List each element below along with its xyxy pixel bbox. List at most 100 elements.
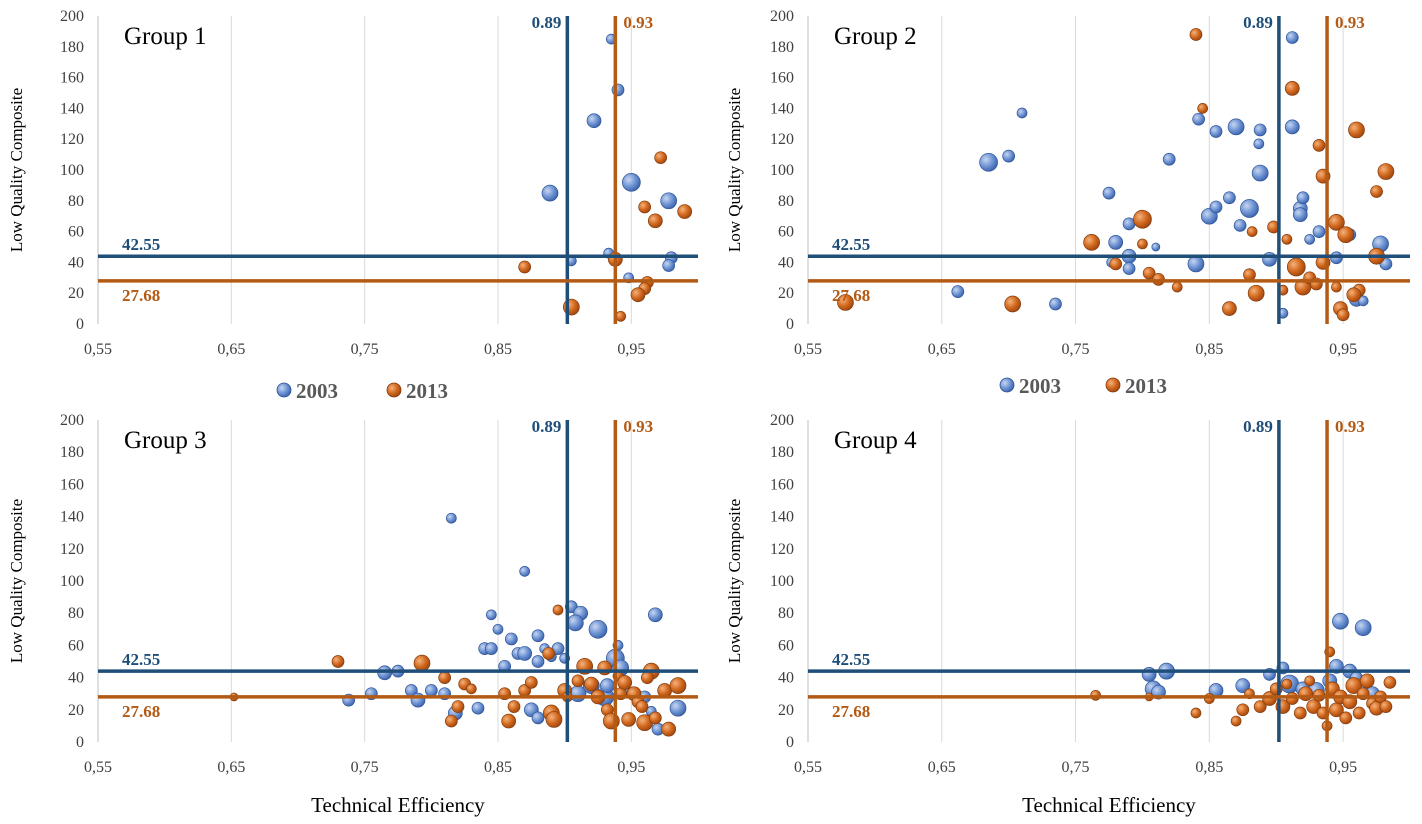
ref-label-lq-2013: 27.68 — [122, 286, 160, 305]
point-2013 — [1190, 707, 1202, 719]
point-2003 — [519, 565, 531, 577]
x-tick-label: 0,65 — [217, 341, 245, 358]
point-2013 — [1004, 295, 1022, 313]
ref-label-lq-2003: 42.55 — [122, 235, 160, 254]
y-tick-label: 120 — [770, 131, 794, 148]
y-tick-label: 0 — [786, 734, 794, 751]
y-tick-label: 200 — [60, 412, 84, 429]
point-2013 — [583, 676, 599, 692]
y-tick-label: 0 — [76, 734, 84, 751]
point-2003 — [1304, 233, 1316, 245]
point-2013 — [542, 647, 556, 660]
point-2013 — [1312, 139, 1326, 152]
x-tick-label: 0,85 — [484, 341, 512, 358]
point-2003 — [424, 684, 438, 697]
y-tick-label: 160 — [770, 476, 794, 493]
x-tick-label: 0,75 — [1062, 341, 1090, 358]
point-2013 — [1236, 703, 1250, 717]
y-tick-label: 60 — [778, 224, 794, 241]
y-tick-label: 20 — [778, 285, 794, 302]
point-2013 — [1247, 284, 1265, 302]
point-2003 — [1240, 199, 1259, 218]
y-tick-label: 160 — [770, 70, 794, 87]
point-2003 — [621, 172, 641, 192]
y-axis-label: Low Quality Composite — [7, 88, 26, 252]
point-2013 — [1243, 268, 1256, 282]
point-2003 — [445, 512, 457, 524]
x-tick-label: 0,55 — [84, 341, 112, 358]
x-tick-label: 0,75 — [351, 759, 379, 776]
point-2013 — [1230, 715, 1242, 727]
point-2013 — [413, 654, 431, 672]
point-2013 — [654, 151, 668, 165]
point-2003 — [504, 632, 518, 646]
y-tick-label: 100 — [770, 162, 794, 179]
x-tick-label: 0,85 — [484, 759, 512, 776]
point-2003 — [566, 614, 584, 632]
ref-label-lq-2003: 42.55 — [832, 235, 870, 254]
point-2003 — [1002, 149, 1016, 163]
y-tick-label: 100 — [60, 162, 84, 179]
point-2003 — [588, 619, 608, 639]
point-2003 — [1253, 138, 1265, 150]
point-2013 — [1348, 121, 1365, 139]
ref-label-te-2013: 0.93 — [623, 13, 653, 32]
point-2013 — [1377, 163, 1395, 180]
point-2003 — [1284, 119, 1300, 135]
point-2013 — [647, 213, 663, 229]
point-2003 — [586, 113, 602, 129]
point-2013 — [1286, 257, 1306, 277]
y-tick-label: 60 — [68, 224, 84, 241]
point-2003 — [1357, 295, 1369, 307]
y-axis-label: Low Quality Composite — [725, 499, 744, 663]
point-2003 — [517, 646, 533, 661]
legend-marker-2003 — [999, 377, 1015, 393]
point-2003 — [1209, 200, 1223, 214]
point-2013 — [1109, 257, 1123, 271]
panel-title: Group 2 — [834, 23, 917, 50]
point-2003 — [1192, 112, 1205, 126]
point-2003 — [951, 285, 965, 299]
point-2003 — [1223, 191, 1236, 205]
point-2013 — [1337, 226, 1355, 244]
point-2013 — [635, 700, 649, 713]
y-tick-label: 20 — [68, 702, 84, 719]
point-2013 — [1339, 711, 1353, 725]
legend-right: 2003 2013 — [999, 374, 1167, 398]
chart-panel-3: 0,55 0,65 0,75 0,85 0,95 0 20 40 60 80 100 120 140 16… — [7, 412, 698, 817]
legend-label-2003: 2003 — [1019, 374, 1061, 398]
point-2013 — [1352, 706, 1366, 720]
panel-title: Group 3 — [124, 427, 207, 454]
point-2013 — [501, 713, 517, 729]
point-2003 — [1049, 297, 1062, 311]
x-tick-label: 0,95 — [617, 341, 645, 358]
y-tick-label: 40 — [778, 254, 794, 271]
point-2013 — [451, 700, 465, 713]
point-2013 — [621, 712, 637, 727]
y-tick-label: 180 — [60, 444, 84, 461]
ref-label-lq-2003: 42.55 — [122, 650, 160, 669]
point-2003 — [1162, 152, 1176, 166]
y-tick-label: 180 — [770, 444, 794, 461]
legend-marker-2003 — [276, 382, 292, 398]
chart-panel-2: 0,55 0,65 0,75 0,85 0,95 0 20 40 60 80 100 120 140 16… — [725, 8, 1410, 358]
point-2013 — [1331, 281, 1342, 293]
x-tick-label: 0,55 — [794, 341, 822, 358]
point-2003 — [1332, 612, 1349, 630]
y-tick-label: 0 — [76, 316, 84, 333]
point-2003 — [1151, 242, 1161, 252]
x-tick-label: 0,95 — [1329, 341, 1357, 358]
point-2013 — [1083, 234, 1100, 251]
y-tick-label: 20 — [68, 285, 84, 302]
point-2003 — [1108, 235, 1124, 250]
point-2003 — [1235, 678, 1251, 694]
point-2013 — [465, 683, 477, 695]
point-2013 — [1281, 233, 1293, 245]
panel-title: Group 1 — [124, 23, 207, 50]
point-2013 — [1133, 209, 1152, 229]
y-tick-label: 140 — [60, 100, 84, 117]
point-2013 — [1189, 28, 1203, 41]
x-tick-label: 0,65 — [217, 759, 245, 776]
point-2003 — [979, 152, 998, 172]
y-tick-label: 80 — [778, 193, 794, 210]
